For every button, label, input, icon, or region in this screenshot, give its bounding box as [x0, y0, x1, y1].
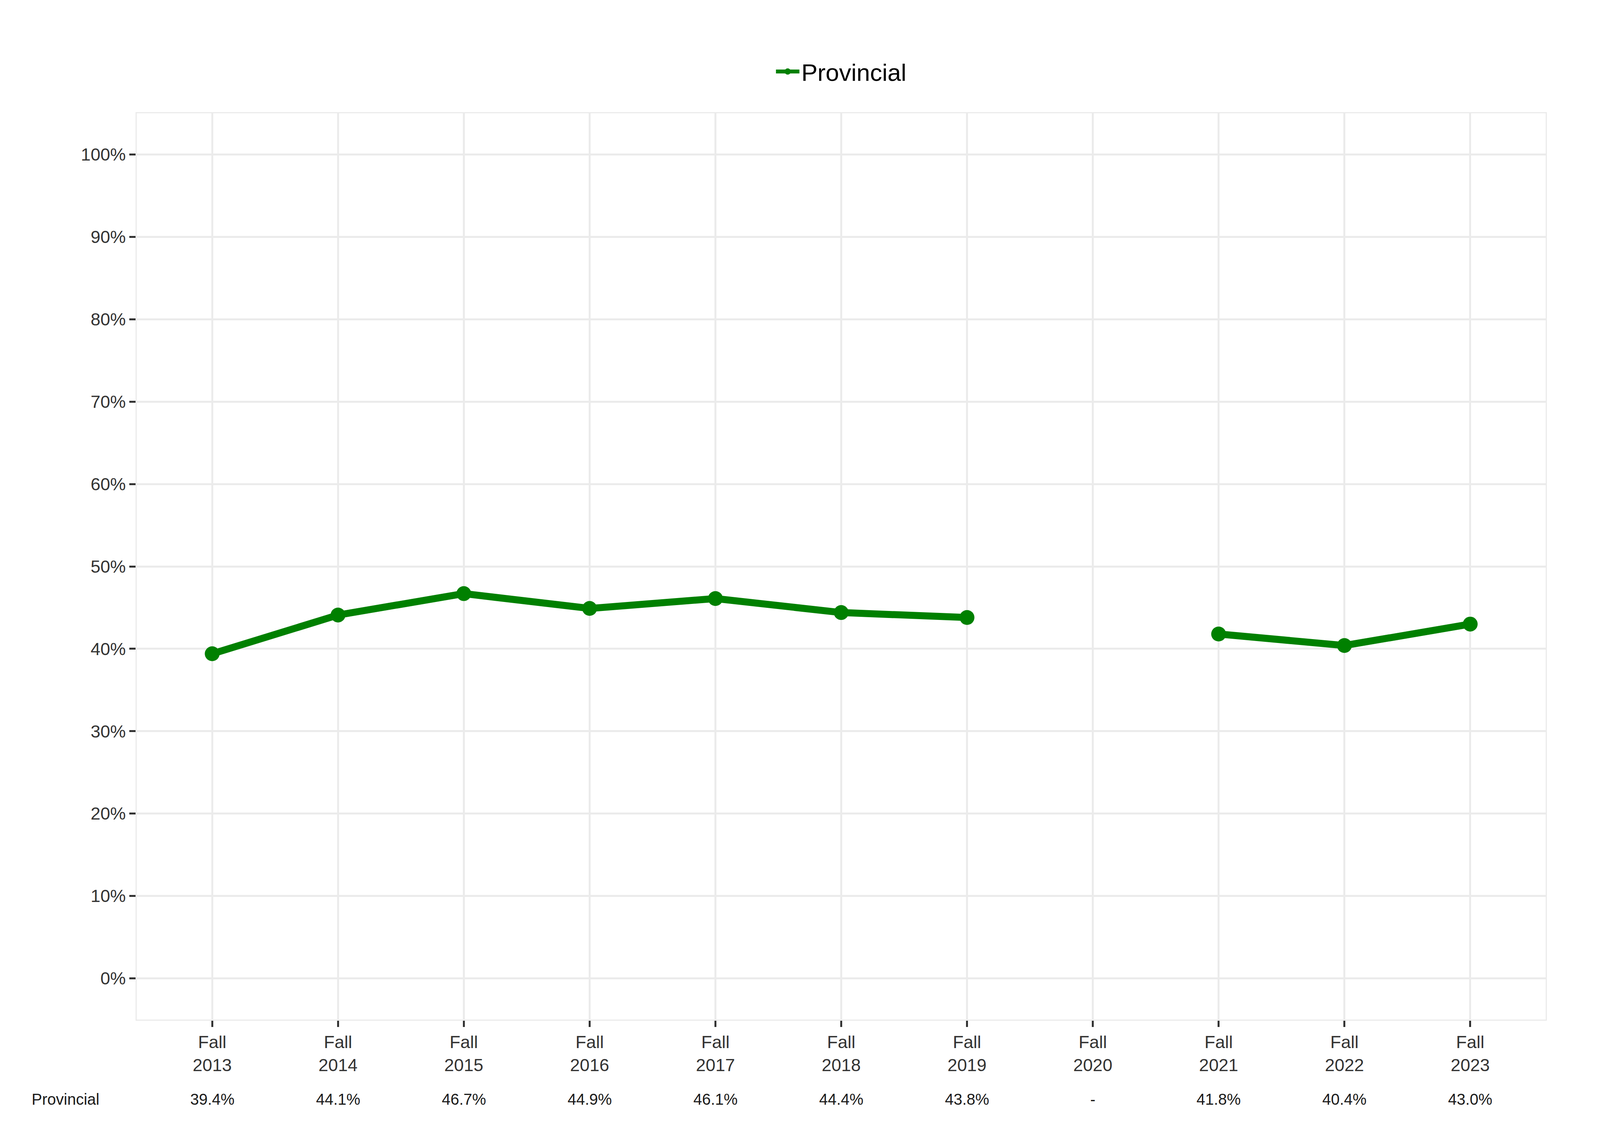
svg-text:44.1%: 44.1%	[316, 1090, 361, 1108]
svg-text:70%: 70%	[90, 391, 126, 412]
svg-text:100%: 100%	[80, 144, 126, 165]
svg-text:20%: 20%	[90, 803, 126, 824]
svg-text:Fall2021: Fall2021	[1199, 1032, 1239, 1075]
svg-text:44.9%: 44.9%	[567, 1090, 612, 1108]
svg-text:90%: 90%	[90, 226, 126, 247]
svg-text:80%: 80%	[90, 309, 126, 330]
svg-text:46.1%: 46.1%	[693, 1090, 738, 1108]
svg-text:Fall2014: Fall2014	[318, 1032, 358, 1075]
svg-text:40%: 40%	[90, 639, 126, 659]
svg-text:44.4%: 44.4%	[819, 1090, 864, 1108]
svg-text:41.8%: 41.8%	[1196, 1090, 1241, 1108]
svg-text:Fall2022: Fall2022	[1325, 1032, 1365, 1075]
svg-text:46.7%: 46.7%	[441, 1090, 486, 1108]
svg-text:-: -	[1090, 1090, 1096, 1108]
svg-text:39.4%: 39.4%	[190, 1090, 235, 1108]
svg-text:0%: 0%	[100, 968, 126, 989]
svg-text:Fall2017: Fall2017	[695, 1032, 735, 1075]
svg-text:50%: 50%	[90, 556, 126, 577]
svg-text:10%: 10%	[90, 885, 126, 906]
svg-text:43.8%: 43.8%	[944, 1090, 990, 1108]
svg-text:Fall2020: Fall2020	[1073, 1032, 1113, 1075]
svg-text:Provincial: Provincial	[31, 1090, 100, 1108]
svg-text:Fall2016: Fall2016	[569, 1032, 609, 1075]
svg-text:Fall2023: Fall2023	[1450, 1032, 1490, 1075]
svg-text:60%: 60%	[90, 474, 126, 495]
svg-text:Fall2015: Fall2015	[444, 1032, 484, 1075]
svg-text:Fall2013: Fall2013	[192, 1032, 232, 1075]
svg-text:Fall2019: Fall2019	[947, 1032, 987, 1075]
svg-text:Fall2018: Fall2018	[821, 1032, 861, 1075]
svg-text:40.4%: 40.4%	[1322, 1090, 1367, 1108]
svg-text:Provincial: Provincial	[801, 58, 907, 86]
svg-text:30%: 30%	[90, 721, 126, 742]
svg-text:43.0%: 43.0%	[1448, 1090, 1493, 1108]
